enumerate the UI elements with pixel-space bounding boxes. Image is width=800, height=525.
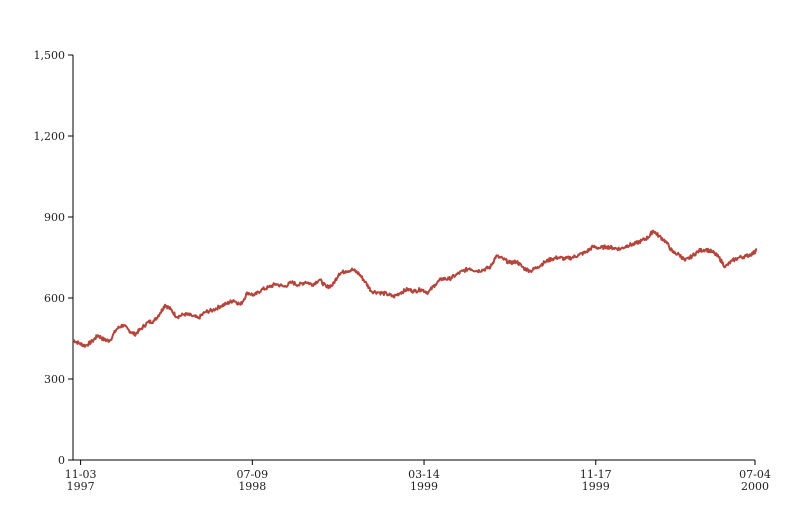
y-tick-label: 600: [44, 292, 65, 305]
x-tick-label: 11-03: [65, 468, 97, 481]
x-tick-label: 07-09: [236, 468, 268, 481]
x-tick-label: 11-17: [580, 468, 612, 481]
x-tick-year-label: 1999: [410, 480, 438, 493]
y-tick-label: 900: [44, 211, 65, 224]
x-tick-year-label: 1999: [582, 480, 610, 493]
series-line: [72, 229, 758, 348]
y-tick-label: 0: [58, 454, 65, 467]
y-tick-label: 300: [44, 373, 65, 386]
y-tick-label: 1,500: [34, 49, 66, 62]
plot-area: [72, 229, 758, 348]
y-axis: 0 300 600 900 1,200 1,500: [34, 49, 74, 467]
x-tick-label: 03-14: [408, 468, 440, 481]
x-tick-label: 07-04: [739, 468, 771, 481]
x-tick-year-label: 1997: [67, 480, 95, 493]
x-axis: 11-03199707-09199803-14199911-17199907-0…: [65, 459, 771, 493]
x-tick-year-label: 1998: [238, 480, 266, 493]
x-tick-year-label: 2000: [741, 480, 769, 493]
y-tick-label: 1,200: [34, 130, 66, 143]
